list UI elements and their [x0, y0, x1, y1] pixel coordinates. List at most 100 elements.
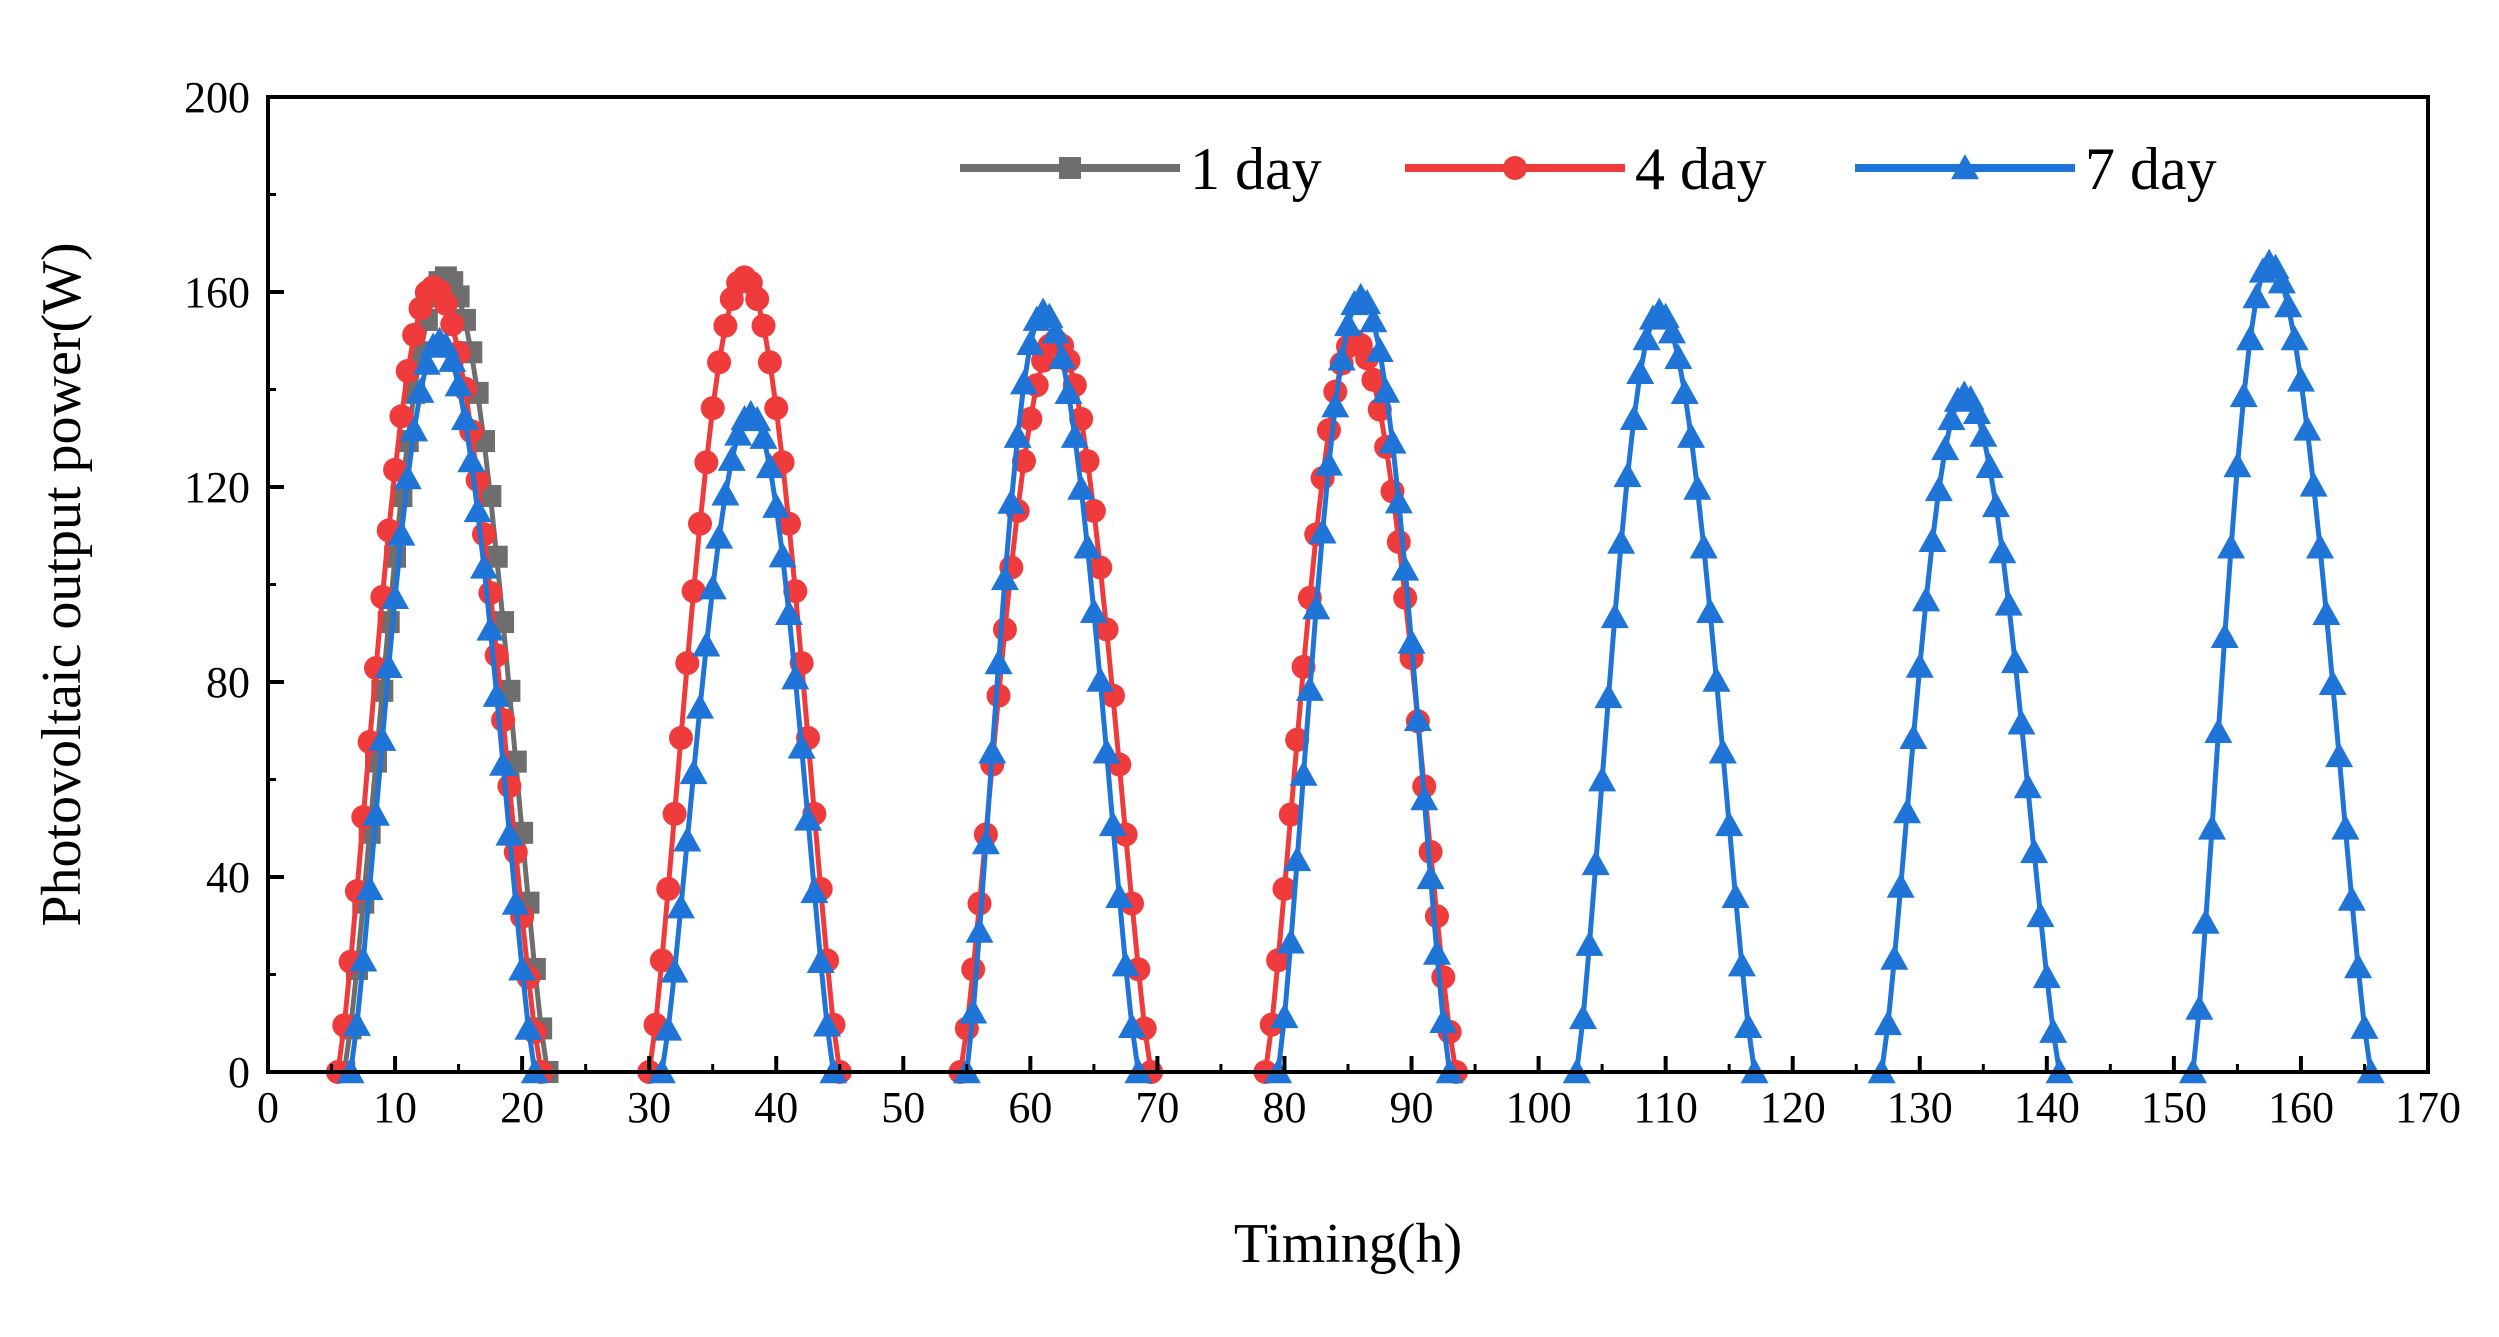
data-point: [1416, 863, 1445, 890]
data-point: [1098, 810, 1127, 837]
data-point: [438, 346, 467, 372]
data-point: [2299, 471, 2328, 497]
data-point: [668, 725, 693, 750]
data-point: [1600, 602, 1629, 629]
data-point: [495, 820, 524, 846]
data-point: [1075, 449, 1100, 474]
data-point: [440, 312, 465, 337]
data-point: [2001, 647, 2030, 674]
data-point: [342, 1010, 371, 1036]
data-point: [745, 287, 770, 312]
data-point: [1410, 785, 1439, 811]
data-point: [1982, 491, 2010, 518]
data-point: [707, 350, 732, 375]
data-point: [1429, 1007, 1458, 1033]
data-point: [800, 877, 829, 904]
data-point: [2306, 533, 2334, 559]
data-point: [1632, 325, 1661, 351]
data-point: [1619, 404, 1648, 430]
data-point: [1994, 590, 2023, 616]
data-point: [1067, 474, 1096, 500]
data-point: [961, 957, 986, 982]
data-point: [1327, 345, 1356, 371]
data-point: [1316, 418, 1341, 443]
data-point: [1918, 526, 1947, 553]
x-tick-label: 160: [2268, 1083, 2334, 1132]
data-point: [2229, 381, 2258, 408]
data-point: [2337, 885, 2366, 911]
data-point: [2312, 599, 2341, 626]
legend-label: 4 day: [1635, 136, 1767, 202]
data-point: [1118, 1012, 1146, 1038]
data-point: [476, 615, 505, 641]
data-point: [649, 948, 674, 973]
y-tick-label: 0: [228, 1048, 250, 1097]
data-point: [711, 480, 740, 506]
data-point: [1088, 555, 1113, 580]
data-point: [1905, 652, 1934, 678]
data-point: [402, 322, 427, 347]
data-point: [383, 457, 408, 482]
y-tick-label: 80: [206, 658, 250, 707]
legend-marker: [1503, 156, 1527, 180]
data-point: [1365, 336, 1394, 363]
data-point: [1431, 965, 1456, 990]
x-axis-title: Timing(h): [1234, 1213, 1462, 1275]
data-point: [395, 359, 420, 384]
data-point: [662, 801, 687, 826]
legend-marker: [1951, 154, 1979, 180]
data-point: [457, 447, 486, 473]
x-tick-label: 70: [1135, 1083, 1179, 1132]
x-tick-label: 150: [2141, 1083, 2207, 1132]
data-point: [700, 396, 725, 421]
axes: 0 10 20 30 40 50 60 70 80 90 100 110 120 130 140 150 160…: [184, 73, 2461, 1132]
data-point: [660, 957, 689, 983]
data-point: [1359, 307, 1388, 333]
data-point: [971, 829, 1000, 855]
data-point: [374, 652, 403, 679]
legend: 1 day 4 day 7 day: [960, 136, 2217, 202]
data-point: [755, 452, 784, 479]
data-point: [1283, 845, 1312, 872]
data-point: [485, 545, 508, 568]
data-point: [1893, 797, 1922, 824]
data-point: [1607, 528, 1636, 554]
data-point: [724, 420, 753, 446]
data-point: [1073, 533, 1102, 559]
data-point: [984, 649, 1013, 675]
data-point: [1054, 378, 1083, 404]
data-point: [2280, 325, 2309, 351]
data-point: [1931, 434, 1960, 461]
data-point: [762, 492, 791, 518]
data-point: [1266, 948, 1291, 973]
data-point: [1937, 404, 1966, 431]
data-point: [959, 998, 988, 1024]
data-point: [666, 893, 695, 919]
data-point: [2217, 533, 2246, 559]
data-point: [1378, 428, 1407, 454]
data-point: [393, 464, 422, 490]
data-point: [751, 313, 776, 338]
legend-item: 1 day: [960, 136, 1322, 202]
data-point: [472, 522, 496, 547]
x-tick-label: 110: [1633, 1083, 1697, 1132]
data-point: [368, 725, 397, 751]
data-point: [1715, 810, 1744, 837]
data-point: [463, 496, 492, 523]
data-point: [717, 445, 746, 471]
data-point: [698, 574, 727, 600]
data-point: [675, 651, 700, 676]
data-point: [1386, 529, 1411, 554]
data-point: [482, 681, 511, 707]
data-point: [688, 511, 712, 536]
legend-label: 1 day: [1190, 136, 1322, 202]
data-point: [1302, 594, 1331, 620]
data-point: [978, 738, 1007, 764]
data-point: [1272, 876, 1297, 901]
data-point: [362, 800, 390, 826]
y-tick-label: 40: [206, 853, 250, 902]
data-point: [1391, 555, 1420, 581]
x-tick-label: 40: [754, 1083, 798, 1132]
data-point: [1962, 398, 1991, 425]
data-point: [757, 350, 782, 375]
